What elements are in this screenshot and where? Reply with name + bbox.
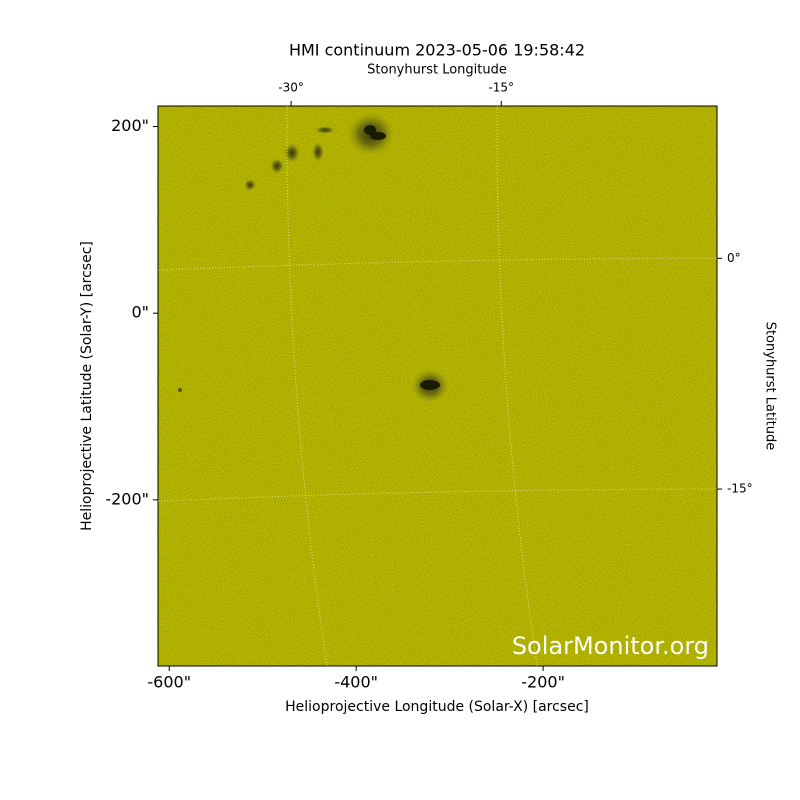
grid-line <box>496 105 538 667</box>
x2-tick-label: -30° <box>278 81 304 95</box>
y2-axis-label: Stonyhurst Latitude <box>763 322 778 451</box>
y-tick-label: 0" <box>131 303 149 322</box>
y-tick-label: -200" <box>105 489 149 508</box>
y-axis-label: Helioprojective Latitude (Solar-Y) [arcs… <box>79 241 95 531</box>
axes-frame <box>157 105 718 667</box>
x-tick-label: -400" <box>334 673 378 692</box>
grid-line <box>157 488 718 502</box>
x2-axis-label: Stonyhurst Longitude <box>367 63 507 78</box>
grid-line <box>157 257 718 271</box>
grid-line <box>286 105 328 667</box>
watermark: SolarMonitor.org <box>512 632 709 660</box>
x2-tick-label: -15° <box>488 81 514 95</box>
sunspots <box>178 112 449 403</box>
x-tick-label: -600" <box>147 673 191 692</box>
y2-tick-label: 0° <box>727 251 741 265</box>
y2-tick-label: -15° <box>727 482 753 496</box>
x-axis-label: Helioprojective Longitude (Solar-X) [arc… <box>285 699 589 715</box>
y-tick-label: 200" <box>111 116 149 135</box>
chart-title: HMI continuum 2023-05-06 19:58:42 <box>289 41 585 60</box>
x-tick-label: -200" <box>521 673 565 692</box>
